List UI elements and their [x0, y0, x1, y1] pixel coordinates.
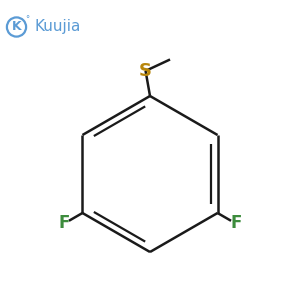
Text: F: F [230, 214, 242, 232]
Text: S: S [139, 62, 152, 80]
Text: K: K [12, 20, 21, 34]
Text: F: F [58, 214, 70, 232]
Text: °: ° [25, 15, 29, 24]
Text: Kuujia: Kuujia [34, 20, 81, 34]
